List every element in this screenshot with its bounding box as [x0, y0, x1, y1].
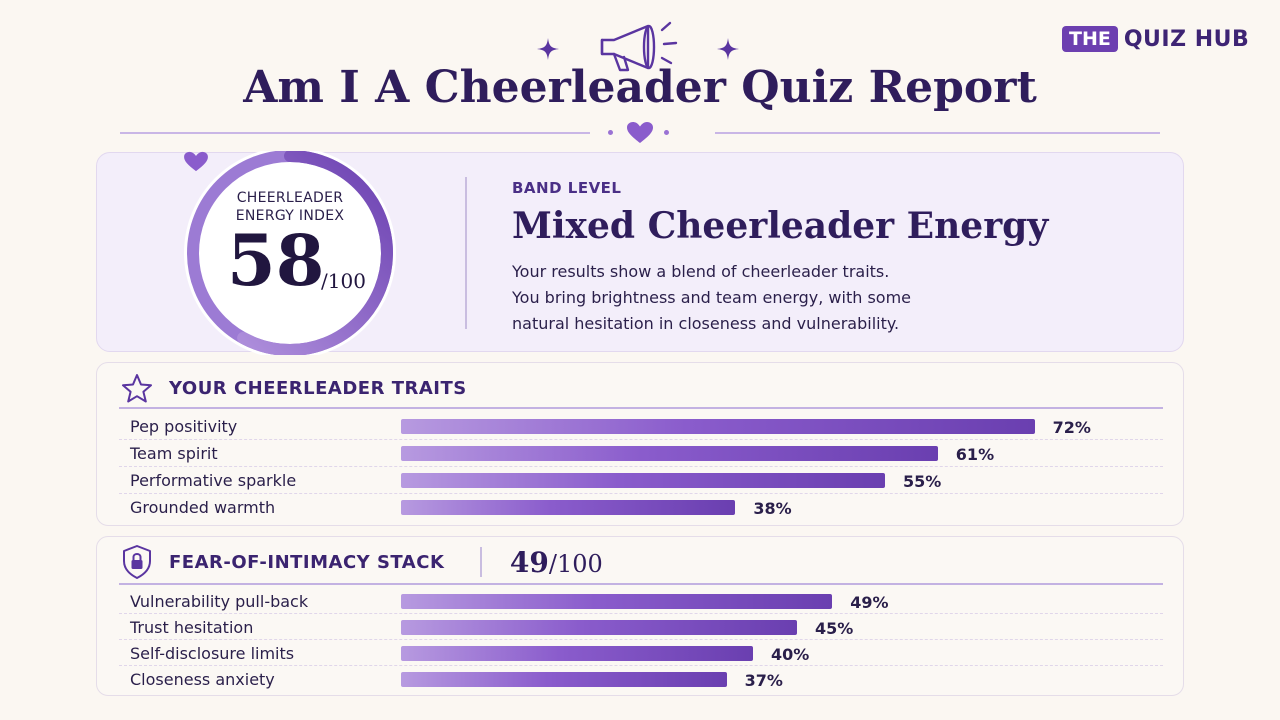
trait-bar-track: 49%	[401, 593, 1201, 612]
trait-value: 72%	[1052, 418, 1091, 437]
fear-title: FEAR-OF-INTIMACY STACK	[169, 551, 445, 573]
trait-bar	[401, 446, 938, 461]
brand-logo: THE QUIZ HUB	[1062, 26, 1249, 52]
trait-row: Grounded warmth 38%	[119, 494, 1163, 521]
trait-label: Trust hesitation	[130, 618, 254, 637]
trait-label: Closeness anxiety	[130, 670, 275, 689]
trait-bar	[401, 473, 885, 488]
fear-list: Vulnerability pull-back 49% Trust hesitati…	[119, 588, 1163, 692]
heart-icon	[627, 122, 653, 143]
title-divider	[120, 122, 1160, 143]
trait-label: Self-disclosure limits	[130, 644, 295, 663]
trait-bar	[401, 646, 753, 661]
trait-value: 45%	[815, 619, 854, 638]
sparkle-icon	[537, 38, 559, 60]
brand-text: QUIZ HUB	[1123, 26, 1250, 52]
trait-bar	[401, 672, 727, 687]
trait-value: 55%	[903, 472, 942, 491]
trait-bar	[401, 419, 1035, 434]
trait-label: Grounded warmth	[130, 498, 276, 517]
trait-row: Self-disclosure limits 40%	[119, 640, 1163, 666]
trait-bar-track: 37%	[401, 671, 1201, 690]
shield-lock-icon	[123, 545, 151, 579]
traits-title: YOUR CHEERLEADER TRAITS	[169, 377, 467, 399]
trait-value: 49%	[850, 593, 889, 612]
trait-bar-track: 40%	[401, 645, 1201, 664]
trait-row: Pep positivity 72%	[119, 413, 1163, 440]
fear-of-intimacy-card: FEAR-OF-INTIMACY STACK 49/100 Vulnerabil…	[96, 536, 1184, 696]
trait-label: Team spirit	[130, 444, 218, 463]
trait-row: Closeness anxiety 37%	[119, 666, 1163, 692]
trait-value: 37%	[744, 671, 783, 690]
trait-bar-track: 38%	[401, 499, 1201, 518]
energy-index-max: /100	[321, 269, 366, 293]
trait-value: 61%	[955, 445, 995, 464]
trait-bar-track: 72%	[401, 418, 1201, 437]
fear-stack-score: 49/100	[509, 545, 603, 579]
trait-label: Performative sparkle	[130, 471, 297, 490]
hero-divider	[465, 177, 467, 329]
trait-bar-track: 45%	[401, 619, 1201, 638]
trait-bar	[401, 500, 736, 515]
band-level-title: Mixed Cheerleader Energy	[512, 205, 1049, 247]
heart-icon	[184, 151, 208, 172]
cheerleader-traits-card: YOUR CHEERLEADER TRAITS Pep positivity 72…	[96, 362, 1184, 526]
score-summary-card: CHEERLEADER ENERGY INDEX 58 /100 BAND LE…	[96, 151, 1184, 355]
energy-index-score: 58	[227, 219, 325, 302]
trait-row: Trust hesitation 45%	[119, 614, 1163, 640]
trait-bar-track: 61%	[401, 445, 1201, 464]
trait-value: 40%	[771, 645, 810, 664]
band-level-description: Your results show a blend of cheerleader…	[512, 262, 912, 333]
energy-index-gauge: CHEERLEADER ENERGY INDEX 58 /100	[183, 151, 397, 355]
gauge-progress-arc	[187, 151, 393, 355]
trait-label: Pep positivity	[130, 417, 238, 436]
page-title: Am I A Cheerleader Quiz Report	[243, 62, 1037, 113]
gauge-label: CHEERLEADER ENERGY INDEX	[235, 190, 345, 224]
trait-bar	[401, 620, 797, 635]
traits-list: Pep positivity 72% Team spirit 61% Performat…	[119, 413, 1163, 521]
trait-bar	[401, 594, 833, 609]
trait-value: 38%	[753, 499, 792, 518]
trait-bar-track: 55%	[401, 472, 1201, 491]
brand-box: THE	[1062, 26, 1118, 52]
trait-row: Performative sparkle 55%	[119, 467, 1163, 494]
trait-row: Team spirit 61%	[119, 440, 1163, 467]
megaphone-icon	[600, 21, 678, 72]
sparkle-icon	[717, 38, 739, 60]
star-icon	[122, 374, 152, 403]
header-decoration	[0, 10, 1280, 72]
trait-label: Vulnerability pull-back	[130, 592, 309, 611]
trait-row: Vulnerability pull-back 49%	[119, 588, 1163, 614]
band-level-label: BAND LEVEL	[512, 179, 622, 197]
